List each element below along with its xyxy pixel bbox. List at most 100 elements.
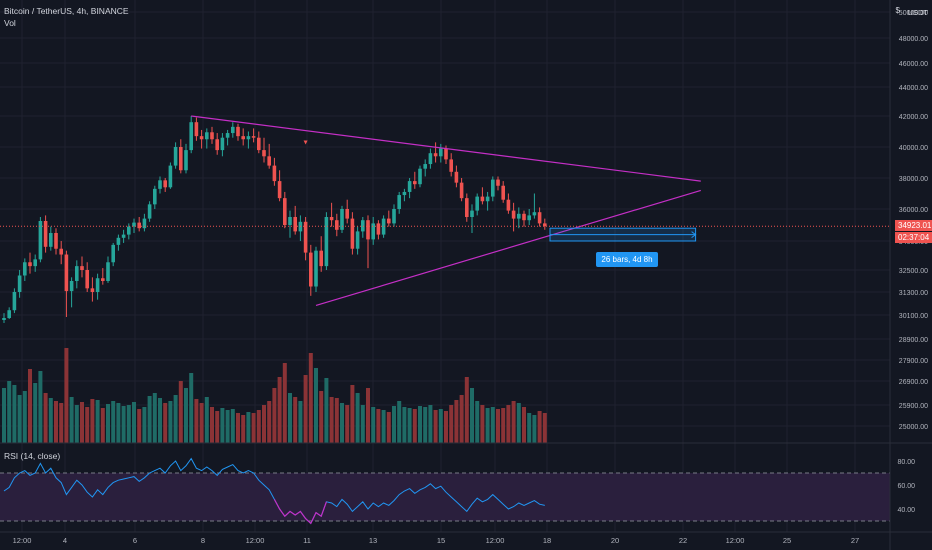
- candle-body: [314, 250, 318, 287]
- volume-bar: [152, 393, 157, 443]
- candle-body: [366, 220, 370, 240]
- time-tick-label: 11: [303, 536, 311, 545]
- time-tick-label: 27: [851, 536, 859, 545]
- candle-body: [33, 259, 37, 267]
- candle-body: [402, 191, 407, 196]
- measure-label: 26 bars, 4d 8h: [596, 252, 658, 267]
- candle-body: [173, 147, 178, 166]
- volume-bar: [80, 402, 84, 443]
- volume-bar: [506, 405, 511, 443]
- volume-bar: [360, 405, 365, 443]
- candle-body: [225, 133, 230, 138]
- candle-body: [132, 222, 136, 227]
- candle-body: [506, 199, 511, 211]
- price-tick-label: 25900.00: [899, 403, 928, 410]
- price-tick-label: 48000.00: [899, 36, 928, 43]
- volume-bar: [428, 405, 433, 443]
- candle-body: [439, 148, 443, 157]
- candle-body: [345, 209, 349, 219]
- volume-bar: [288, 393, 292, 443]
- candle-body: [12, 292, 17, 311]
- volume-bar: [272, 388, 277, 443]
- volume-bar: [355, 393, 360, 443]
- candle-body: [54, 233, 58, 249]
- rsi-pane: [0, 457, 890, 525]
- candle-body: [496, 179, 500, 186]
- volume-bar: [418, 406, 422, 443]
- volume-bar: [350, 385, 355, 443]
- time-tick-label: 6: [133, 536, 137, 545]
- volume-bar: [116, 403, 121, 443]
- candle-body: [470, 210, 474, 217]
- candle-body: [49, 233, 53, 247]
- time-tick-label: 4: [63, 536, 67, 545]
- candle-body: [277, 181, 282, 199]
- candle-body: [449, 159, 453, 172]
- rsi-label[interactable]: RSI (14, close): [4, 451, 61, 461]
- volume-bar: [496, 409, 500, 443]
- volume-bar: [475, 401, 480, 443]
- volume-bar: [277, 377, 282, 443]
- candle-body: [23, 262, 27, 276]
- candle-body: [465, 198, 469, 217]
- candle-body: [80, 266, 84, 270]
- candle-body: [480, 196, 485, 202]
- price-tick-label: 26900.00: [899, 379, 928, 386]
- volume-bar: [345, 405, 350, 443]
- volume-bar: [376, 409, 381, 443]
- candle-body: [179, 147, 183, 171]
- trendline-upper: [191, 115, 701, 182]
- volume-bar: [402, 407, 407, 443]
- candle-body: [537, 212, 542, 224]
- volume-bar: [532, 415, 537, 443]
- candle-body: [7, 310, 11, 318]
- volume-bar: [444, 411, 448, 443]
- volume-bar: [251, 413, 256, 443]
- currency-label[interactable]: USDT: [907, 8, 928, 17]
- time-tick-label: 12:00: [246, 536, 265, 545]
- candle-body: [69, 281, 74, 292]
- volume-bar: [438, 409, 443, 443]
- candle-body: [532, 212, 537, 216]
- volume-bar: [542, 413, 547, 443]
- volume-bar: [158, 398, 162, 443]
- volume-bar: [85, 407, 90, 443]
- symbol-title[interactable]: Bitcoin / TetherUS, 4h, BINANCE: [4, 6, 129, 16]
- candle-body: [485, 196, 490, 202]
- time-tick-label: 12:00: [13, 536, 32, 545]
- candle-body: [428, 153, 433, 165]
- volume-bar: [527, 413, 532, 443]
- candle-body: [475, 196, 479, 211]
- price-tick-label: 32500.00: [899, 268, 928, 275]
- volume-bar: [329, 397, 334, 443]
- volume-bar: [366, 388, 370, 443]
- candle-body: [116, 237, 121, 245]
- signal-down-arrow: [303, 140, 308, 145]
- candle-body: [231, 126, 235, 134]
- candle-body: [241, 136, 245, 140]
- candle-body: [397, 195, 401, 209]
- volume-bar: [381, 410, 386, 443]
- trend-drawings[interactable]: [191, 115, 701, 306]
- volume-bar: [407, 408, 412, 443]
- volume-bar: [501, 408, 506, 443]
- candle-body: [64, 254, 69, 292]
- volume-bar: [137, 409, 142, 443]
- volume-bar: [386, 412, 391, 443]
- candle-body: [127, 226, 131, 235]
- last-price-tag: 34923.01: [895, 220, 932, 232]
- candle-body: [303, 221, 308, 253]
- candle-body: [121, 234, 126, 238]
- volume-bar: [449, 405, 454, 443]
- volume-bar: [147, 396, 152, 443]
- price-tick-label: 40000.00: [899, 145, 928, 152]
- candle-body: [376, 223, 381, 235]
- time-tick-label: 12:00: [486, 536, 505, 545]
- volume-bar: [74, 405, 79, 443]
- candle-body: [251, 136, 256, 138]
- time-tick-label: 20: [611, 536, 619, 545]
- volume-bar: [28, 369, 32, 443]
